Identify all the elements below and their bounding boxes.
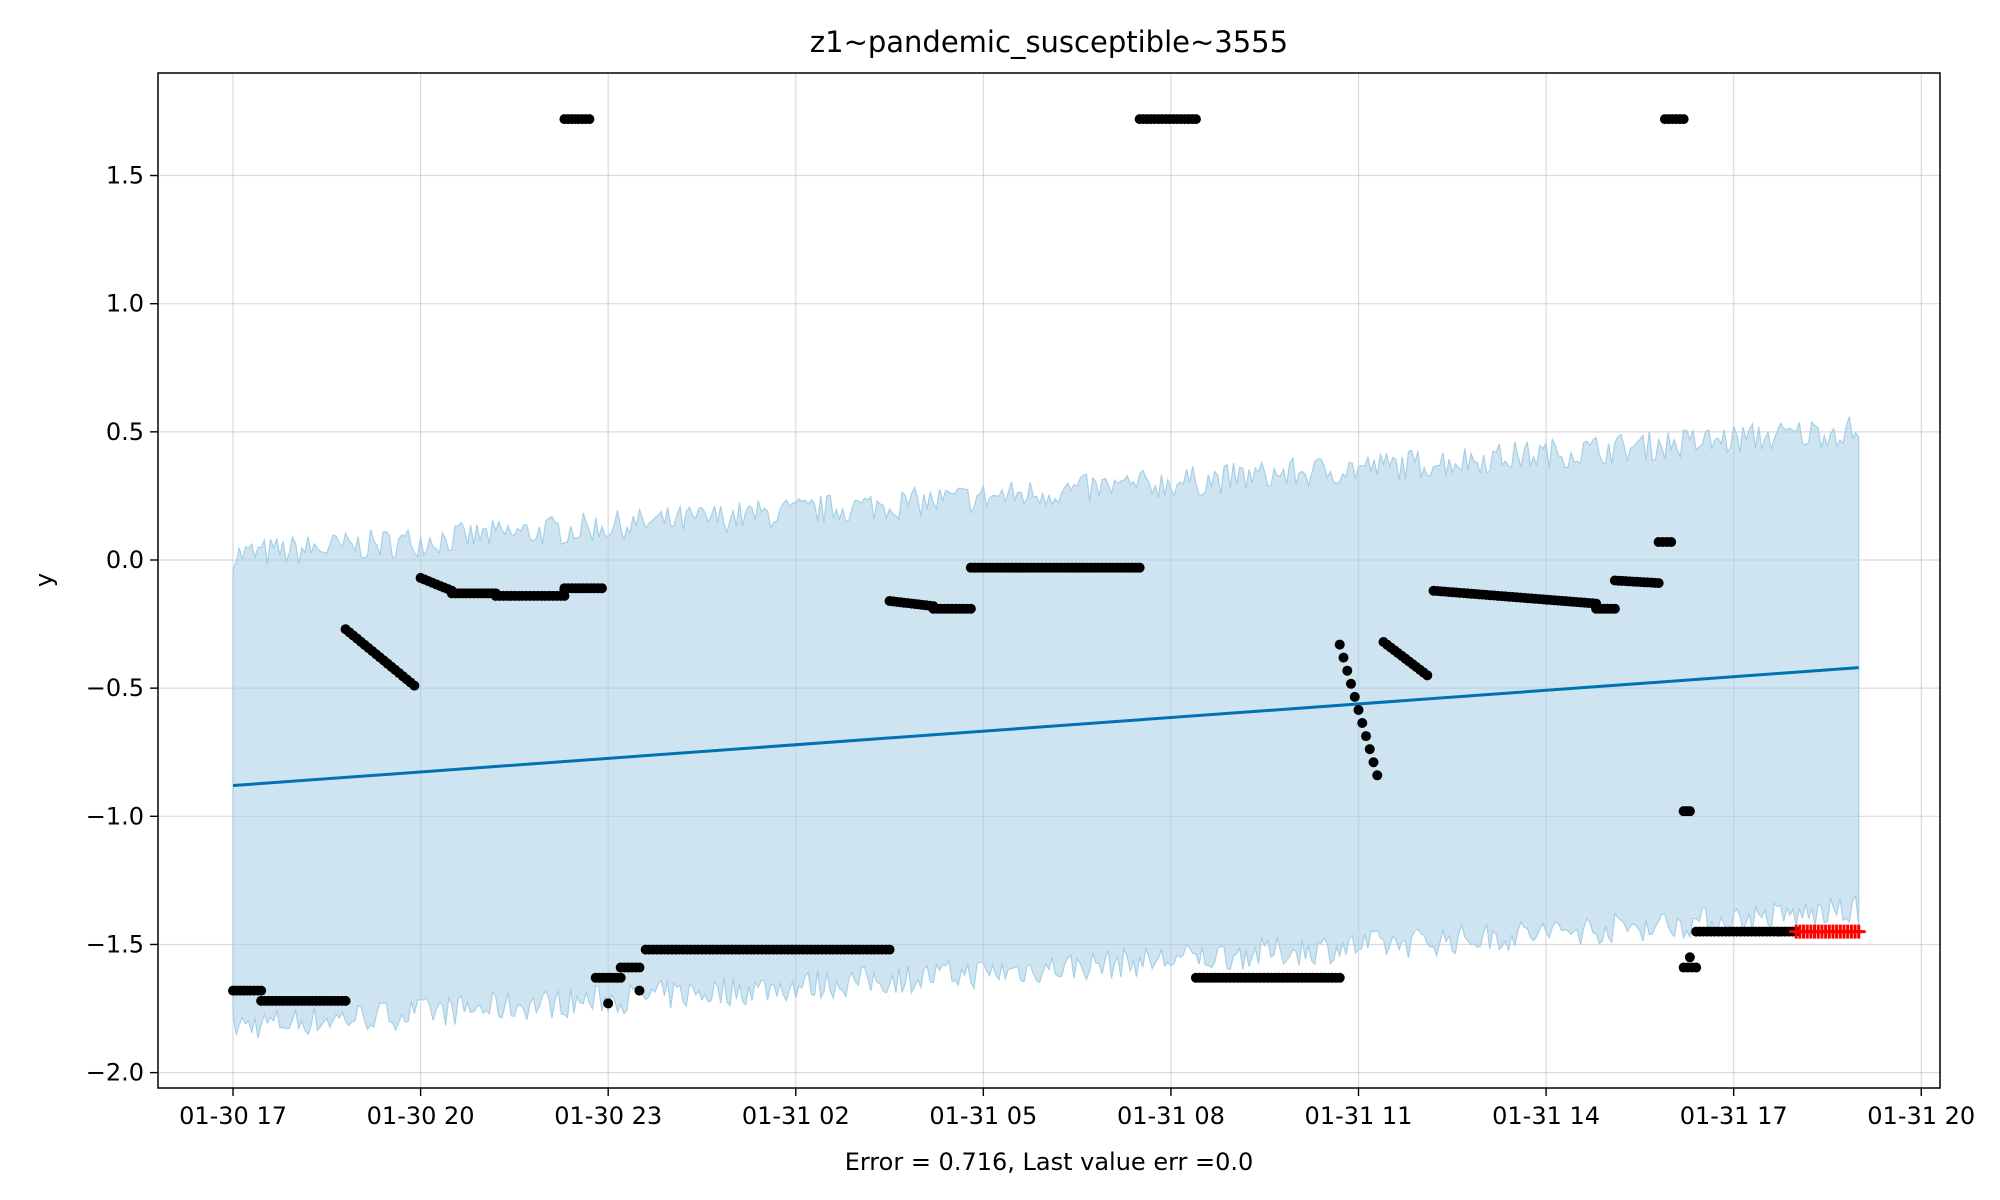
observed-point	[1357, 718, 1368, 729]
observed-point	[1666, 537, 1677, 548]
observed-point	[1678, 114, 1689, 125]
observed-point	[340, 995, 351, 1006]
x-tick-label: 01-30 23	[554, 1102, 662, 1130]
observed-point	[634, 985, 645, 996]
forecast-line	[232, 666, 1859, 788]
forecast-line-layer	[232, 666, 1859, 788]
observed-point	[965, 603, 976, 614]
observed-point	[409, 680, 420, 691]
x-tick-label: 01-30 17	[179, 1102, 287, 1130]
observed-point	[1338, 652, 1349, 663]
observed-point	[1422, 670, 1433, 681]
y-tick-label: −1.0	[86, 802, 144, 830]
observed-points-layer	[228, 114, 1802, 1009]
observed-point	[1653, 578, 1664, 589]
x-tick-label: 01-30 20	[367, 1102, 475, 1130]
observed-point	[603, 998, 614, 1009]
observed-point	[1684, 952, 1695, 963]
observed-point	[1364, 744, 1375, 755]
observed-point	[1609, 603, 1620, 614]
y-tick-label: −2.0	[86, 1059, 144, 1087]
x-tick-label: 01-31 17	[1680, 1102, 1788, 1130]
x-tick-label: 01-31 20	[1867, 1102, 1975, 1130]
x-tick-label: 01-31 08	[1117, 1102, 1225, 1130]
x-tick-label: 01-31 14	[1492, 1102, 1600, 1130]
observed-point	[1684, 806, 1695, 817]
y-axis-label: y	[30, 573, 58, 587]
chart-title: z1~pandemic_susceptible~3555	[810, 25, 1288, 59]
x-tick-label: 01-31 05	[929, 1102, 1037, 1130]
observed-point	[615, 972, 626, 983]
observed-point	[1134, 562, 1145, 573]
x-axis-label: Error = 0.716, Last value err =0.0	[845, 1148, 1254, 1176]
last-points-layer	[1789, 924, 1866, 939]
plot-frame	[157, 72, 1941, 1089]
observed-point	[1691, 962, 1702, 973]
observed-point	[634, 962, 645, 973]
observed-point	[584, 114, 595, 125]
observed-point	[1349, 691, 1360, 702]
observed-point	[1372, 770, 1383, 781]
y-tick-label: 0.5	[106, 418, 144, 446]
y-tick-label: 0.0	[106, 546, 144, 574]
y-tick-label: −1.5	[86, 930, 144, 958]
observed-point	[1190, 114, 1201, 125]
y-tick-label: −0.5	[86, 674, 144, 702]
observed-point	[1353, 704, 1364, 715]
observed-point	[1334, 639, 1345, 650]
observed-point	[256, 985, 267, 996]
observed-point	[1346, 678, 1357, 689]
y-tick-label: 1.0	[106, 290, 144, 318]
observed-point	[1334, 972, 1345, 983]
observed-point	[1368, 757, 1379, 768]
ticks-layer: −2.0 −1.5 −1.0 −0.5 0.0 0.5 1.0 1.5 01-30 17 01-3…	[86, 162, 1975, 1130]
y-tick-label: 1.5	[106, 162, 144, 190]
x-tick-label: 01-31 02	[742, 1102, 850, 1130]
observed-point	[1342, 665, 1353, 676]
last-value-point	[1851, 924, 1866, 939]
x-tick-label: 01-31 11	[1305, 1102, 1413, 1130]
observed-point	[1361, 731, 1372, 742]
observed-point	[596, 583, 607, 594]
observed-point	[884, 944, 895, 955]
